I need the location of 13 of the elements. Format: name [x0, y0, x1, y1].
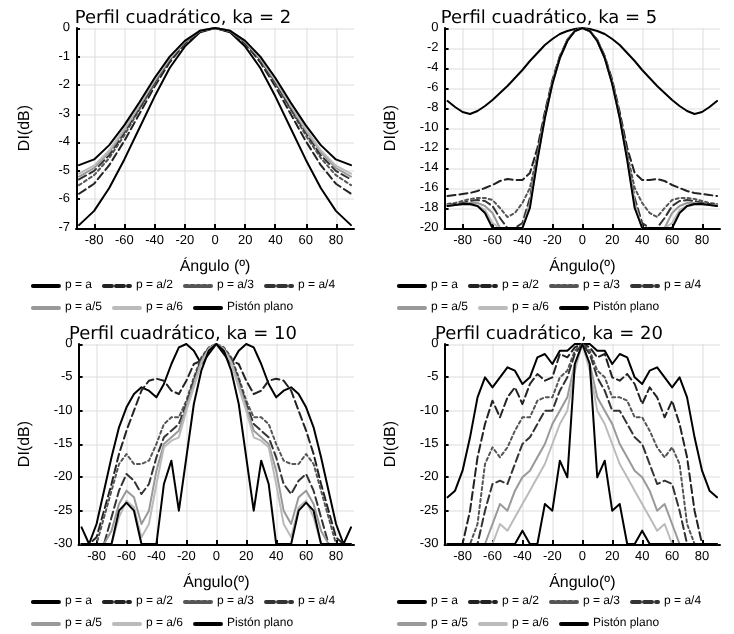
chart-title: Perfil cuadrático, ka = 10 [69, 323, 298, 345]
y-axis-title: DI(dB) [15, 420, 33, 468]
x-axis-title: Ángulo(º) [549, 257, 617, 275]
y-axis-title: DI(dB) [381, 104, 399, 152]
chart-title: Perfil cuadrático, ka = 5 [440, 7, 658, 29]
x-axis-title: Ángulo(º) [183, 573, 251, 591]
chart-title: Perfil cuadrático, ka = 2 [74, 7, 292, 29]
chart-title: Perfil cuadrático, ka = 20 [435, 323, 664, 345]
line-series [80, 343, 353, 545]
x-axis-title: Ángulo(º) [549, 573, 617, 591]
y-axis-title: DI(dB) [381, 420, 399, 468]
x-axis-title: Ángulo (º) [179, 257, 252, 275]
y-axis-title: DI(dB) [15, 104, 33, 152]
